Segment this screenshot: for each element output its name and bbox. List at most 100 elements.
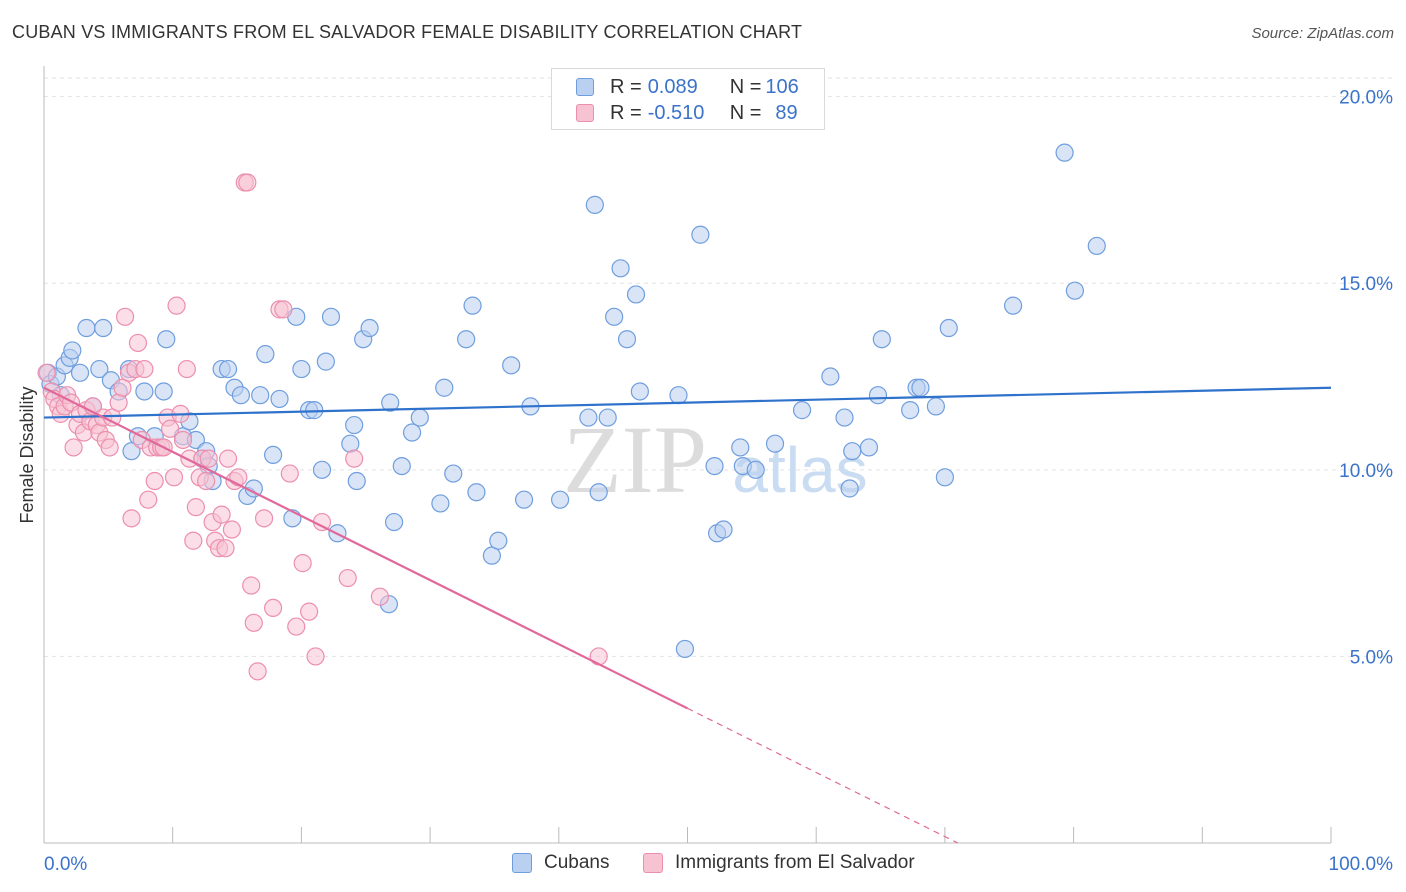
salvador-point — [139, 490, 158, 509]
cuban-point — [431, 494, 450, 513]
salvador-point — [280, 464, 299, 483]
salvador-point — [122, 509, 141, 528]
chart-title: CUBAN VS IMMIGRANTS FROM EL SALVADOR FEM… — [12, 22, 803, 42]
cuban-point — [901, 401, 920, 420]
salvador-point — [248, 662, 267, 681]
legend-r-value: 0.089 — [647, 75, 698, 98]
cuban-point — [617, 330, 637, 349]
cuban-point — [410, 408, 429, 427]
cuban-point — [585, 195, 604, 214]
pink-swatch — [643, 853, 663, 873]
legend-row-cubans: R = 0.089 N = 106 — [576, 75, 799, 99]
cuban-point — [714, 520, 733, 539]
cuban-point — [1065, 281, 1084, 300]
cuban-point — [444, 464, 463, 483]
cuban-point — [381, 393, 400, 412]
salvador-point — [109, 393, 128, 412]
cuban-point — [765, 434, 785, 453]
cuban-point — [821, 367, 840, 386]
x-tick-label: 0.0% — [44, 854, 87, 875]
salvador-point — [177, 359, 196, 379]
cuban-point — [675, 639, 695, 659]
salvador-point — [161, 419, 180, 438]
legend-n-label: N = — [729, 75, 762, 98]
pink-swatch — [576, 104, 594, 122]
cuban-point — [154, 382, 173, 401]
salvador-point — [370, 587, 390, 606]
cuban-point — [589, 483, 608, 502]
salvador-point — [164, 468, 184, 487]
salvador-point — [184, 531, 203, 550]
cuban-point — [77, 318, 96, 338]
cuban-point — [70, 363, 90, 382]
salvador-point — [218, 449, 238, 468]
cuban-point — [731, 438, 750, 457]
cuban-point — [489, 531, 508, 550]
salvador-point — [293, 554, 312, 573]
cuban-point — [550, 490, 570, 509]
legend-row-salvador: R = -0.510 N = 89 — [576, 101, 798, 125]
cuban-point — [251, 386, 270, 405]
cuban-point — [402, 423, 422, 442]
legend-item-cubans[interactable]: Cubans — [512, 852, 610, 874]
cuban-point — [463, 296, 482, 315]
data-points — [37, 143, 1106, 681]
cuban-point — [435, 378, 454, 397]
legend-r-label: R = — [610, 75, 642, 98]
cuban-point — [626, 285, 646, 304]
salvador-point — [199, 449, 218, 468]
salvador-point — [263, 598, 283, 618]
salvador-trend-extension — [687, 707, 959, 844]
salvador-point — [274, 300, 293, 319]
cuban-point — [605, 307, 624, 326]
cuban-point — [1087, 236, 1106, 256]
cuban-point — [392, 456, 411, 476]
salvador-point — [287, 617, 306, 636]
cuban-point — [669, 386, 688, 405]
cuban-point — [360, 318, 379, 338]
cuban-point — [630, 382, 649, 401]
cuban-point — [231, 386, 251, 405]
cuban-point — [1004, 296, 1023, 315]
y-tick-label: 20.0% — [1339, 88, 1393, 109]
salvador-point — [216, 539, 235, 558]
salvador-point — [37, 363, 56, 382]
axis-labels: 5.0% 10.0% 15.0% 20.0% 0.0% 100.0% Female Disa… — [17, 88, 1393, 875]
stats-legend: R = 0.089 N = 106 R = -0.510 N = 89 — [551, 68, 825, 130]
x-tick-label: 100.0% — [1329, 854, 1394, 875]
salvador-point — [135, 359, 154, 379]
series-legend: Cubans Immigrants from El Salvador — [0, 852, 1406, 878]
cuban-point — [514, 490, 534, 509]
cuban-point — [316, 352, 335, 371]
legend-label-cubans: Cubans — [544, 852, 610, 873]
cuban-point — [312, 460, 332, 479]
trend-lines — [43, 386, 1332, 844]
salvador-point — [173, 430, 193, 450]
cuban-point — [939, 318, 958, 338]
cuban-point — [911, 378, 930, 397]
cuban-point — [457, 330, 476, 349]
y-axis-title: Female Disability — [17, 386, 37, 523]
salvador-trend-line — [43, 386, 688, 710]
cuban-point — [835, 408, 854, 427]
salvador-point — [212, 505, 231, 524]
legend-item-salvador[interactable]: Immigrants from El Salvador — [643, 852, 915, 874]
salvador-point — [197, 471, 216, 491]
cuban-point — [868, 386, 888, 405]
cuban-point — [840, 479, 859, 498]
blue-swatch — [512, 853, 532, 873]
cuban-point — [218, 359, 238, 379]
salvador-point — [222, 520, 242, 539]
salvador-point — [242, 576, 261, 595]
cuban-point — [347, 471, 366, 491]
cuban-point — [321, 307, 341, 326]
cuban-point — [270, 389, 289, 409]
salvador-point — [345, 449, 364, 468]
salvador-point — [254, 509, 274, 528]
cuban-point — [345, 415, 364, 435]
cuban-point — [859, 438, 879, 457]
cuban-point — [611, 259, 630, 278]
salvador-point — [128, 333, 148, 353]
